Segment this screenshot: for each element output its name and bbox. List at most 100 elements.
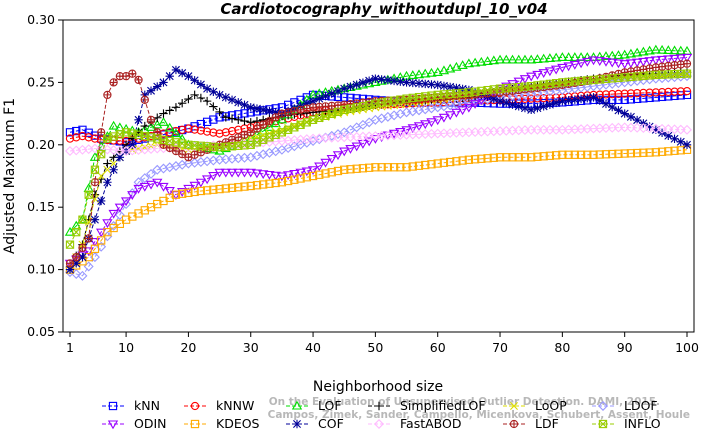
data-point-odin — [631, 58, 643, 68]
data-point-odin — [282, 171, 294, 181]
data-point-lof — [507, 54, 518, 64]
data-point-cof — [346, 82, 355, 91]
data-point-knn — [676, 91, 685, 100]
data-point-odin — [108, 209, 119, 219]
data-point-odin — [613, 59, 624, 69]
y-axis-label: Adjusted Maximum F1 — [2, 98, 18, 254]
data-point-kdeos — [221, 184, 230, 193]
data-point-lof — [594, 51, 605, 61]
data-point-odin — [208, 172, 219, 181]
data-point-cof — [165, 71, 174, 81]
data-point-fastabod — [638, 123, 649, 134]
data-point-cof — [159, 78, 168, 87]
data-point-lof — [420, 68, 431, 78]
data-point-kdeos — [259, 180, 268, 189]
legend-item-knnw: kNNW — [184, 398, 254, 413]
data-point-lof — [413, 69, 425, 79]
data-point-kdeos — [215, 184, 224, 194]
data-point-inflo — [72, 228, 81, 237]
data-point-lof — [538, 53, 549, 63]
data-point-cof — [72, 259, 81, 268]
watermark-line-1: Campos, Zimek, Sander, Campello, Micenko… — [268, 409, 690, 421]
data-point-kdeos — [595, 150, 604, 159]
data-point-kdeos — [234, 183, 243, 192]
x-tick-label: 1 — [66, 340, 74, 355]
data-point-knn — [209, 115, 218, 124]
legend-label: INFLO — [624, 416, 661, 431]
data-point-cof — [146, 86, 156, 95]
data-point-knn — [620, 95, 629, 105]
legend-item-inflo: INFLO — [592, 416, 661, 431]
data-point-cof — [371, 74, 380, 83]
data-point-inflo — [78, 215, 87, 224]
data-point-knnw — [184, 124, 193, 133]
data-point-fastabod — [657, 123, 668, 134]
data-point-fastabod — [108, 145, 119, 156]
data-point-odin — [420, 120, 431, 130]
data-point-simplifiedlof — [171, 103, 181, 112]
data-point-fastabod — [619, 122, 630, 133]
data-point-kdeos — [439, 158, 449, 167]
data-point-kdeos — [377, 163, 386, 172]
plot-frame — [62, 19, 695, 333]
data-point-ldf — [134, 75, 143, 85]
data-point-kdeos — [570, 150, 579, 159]
legend-marker — [107, 420, 119, 430]
data-point-odin — [413, 122, 425, 132]
data-point-kdeos — [277, 178, 287, 187]
data-point-cof — [439, 81, 449, 91]
data-point-fastabod — [625, 122, 636, 133]
data-point-cof — [377, 75, 386, 84]
data-point-lof — [669, 45, 680, 55]
data-point-knnw — [651, 88, 660, 97]
data-point-kdeos — [539, 152, 548, 161]
data-point-lof — [631, 47, 643, 57]
data-point-cof — [103, 178, 112, 187]
data-point-simplifiedlof — [227, 114, 237, 123]
data-point-lof — [158, 117, 169, 126]
data-point-cof — [645, 122, 654, 131]
data-point-odin — [395, 128, 406, 137]
data-point-ldf — [78, 243, 87, 252]
data-point-odin — [339, 147, 350, 157]
data-point-cof — [190, 76, 199, 85]
data-point-kdeos — [626, 149, 636, 158]
data-point-cof — [128, 140, 137, 149]
legend-label: ODIN — [134, 416, 167, 431]
series-line-kdeos — [69, 149, 688, 271]
data-point-inflo — [84, 190, 93, 199]
data-point-fastabod — [669, 124, 680, 135]
data-point-knn — [664, 92, 673, 101]
data-point-simplifiedlof — [159, 109, 168, 118]
data-point-knnw — [539, 93, 548, 103]
data-point-odin — [189, 181, 200, 191]
data-point-kdeos — [358, 164, 368, 173]
data-point-lof — [457, 60, 468, 69]
data-point-simplifiedlof — [202, 96, 212, 106]
data-point-cof — [215, 90, 224, 100]
legend-item-kdeos: KDEOS — [184, 416, 260, 431]
data-point-lof — [370, 77, 381, 86]
data-point-kdeos — [396, 163, 405, 172]
data-point-cof — [265, 106, 274, 116]
data-point-odin — [519, 75, 531, 84]
legend-label: SimplifiedLOF — [400, 398, 486, 413]
data-point-odin — [557, 63, 568, 73]
data-point-kdeos — [252, 181, 262, 190]
data-point-cof — [396, 77, 405, 86]
data-point-simplifiedlof — [221, 113, 231, 122]
data-point-kdeos — [327, 168, 336, 177]
data-point-cof — [202, 84, 212, 93]
data-point-cof — [327, 89, 336, 98]
data-point-knnw — [645, 88, 654, 97]
data-point-simplifiedlof — [165, 106, 174, 115]
series-inflo — [65, 69, 692, 249]
data-point-lof — [519, 54, 531, 64]
data-point-kdeos — [483, 154, 492, 163]
data-point-kdeos — [190, 187, 199, 197]
data-point-odin — [245, 168, 256, 178]
data-point-odin — [133, 184, 144, 194]
legend-item-ldof: LDOF — [592, 398, 658, 413]
data-point-kdeos — [645, 148, 654, 157]
data-point-kdeos — [464, 155, 474, 164]
